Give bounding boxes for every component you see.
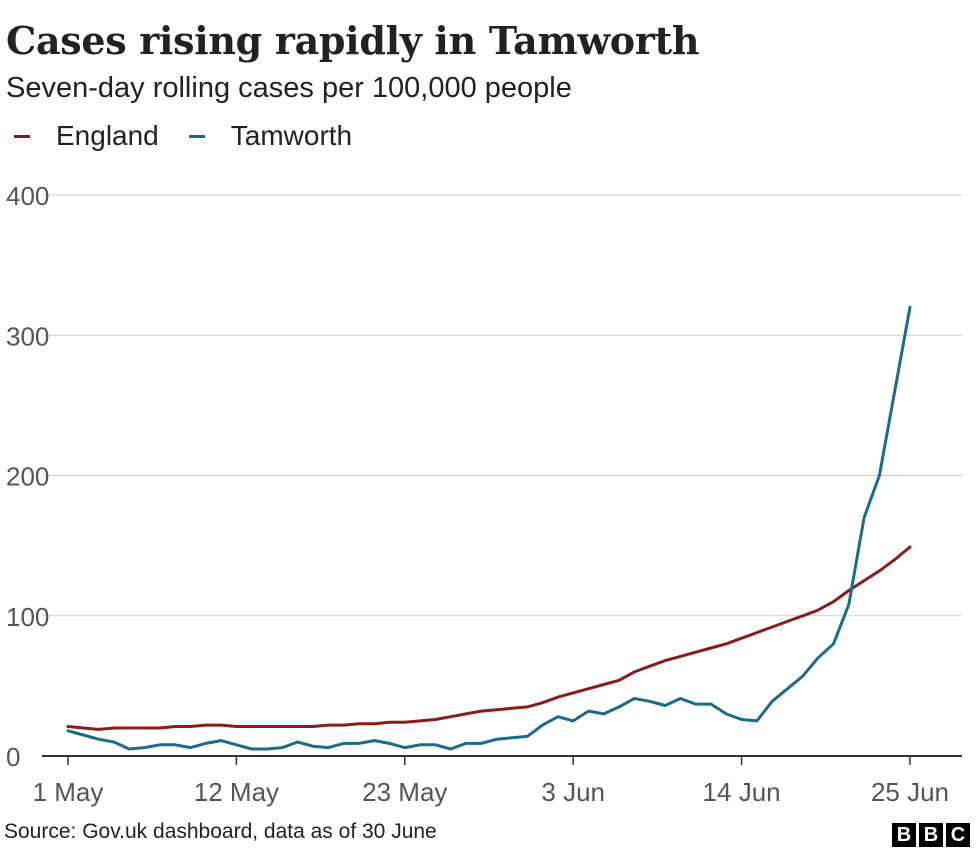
x-tick-label: 25 Jun <box>871 777 949 807</box>
line-chart: 0 100 200 300 400 1 May 12 May 23 May 3 Jun 14 Ju… <box>6 181 962 807</box>
x-tick-label: 23 May <box>362 777 447 807</box>
bbc-logo-letter: B <box>919 823 943 847</box>
x-tick-label: 1 May <box>33 777 104 807</box>
x-tick-label: 3 Jun <box>541 777 605 807</box>
series-line-england <box>66 545 912 731</box>
legend-item-england: England <box>14 120 159 152</box>
bbc-logo-letter: C <box>946 823 970 847</box>
x-tick-label: 14 Jun <box>703 777 781 807</box>
y-tick-label: 0 <box>6 742 20 772</box>
series-line-tamworth <box>66 305 912 751</box>
legend-label-tamworth: Tamworth <box>230 120 353 151</box>
chart-subtitle: Seven-day rolling cases per 100,000 peop… <box>6 72 572 104</box>
y-tick-label: 200 <box>6 462 49 492</box>
y-tick-label: 300 <box>6 321 49 351</box>
legend-swatch-england <box>14 134 30 138</box>
legend-label-england: England <box>56 120 159 151</box>
chart-legend: England Tamworth <box>14 120 382 152</box>
x-tick-label: 12 May <box>194 777 279 807</box>
bbc-logo: B B C <box>889 823 970 847</box>
y-tick-label: 400 <box>6 181 49 211</box>
legend-item-tamworth: Tamworth <box>188 120 353 152</box>
y-tick-label: 100 <box>6 602 49 632</box>
bbc-logo-letter: B <box>892 823 916 847</box>
source-note: Source: Gov.uk dashboard, data as of 30 … <box>4 820 437 843</box>
legend-swatch-tamworth <box>188 134 205 138</box>
chart-title: Cases rising rapidly in Tamworth <box>6 18 700 63</box>
